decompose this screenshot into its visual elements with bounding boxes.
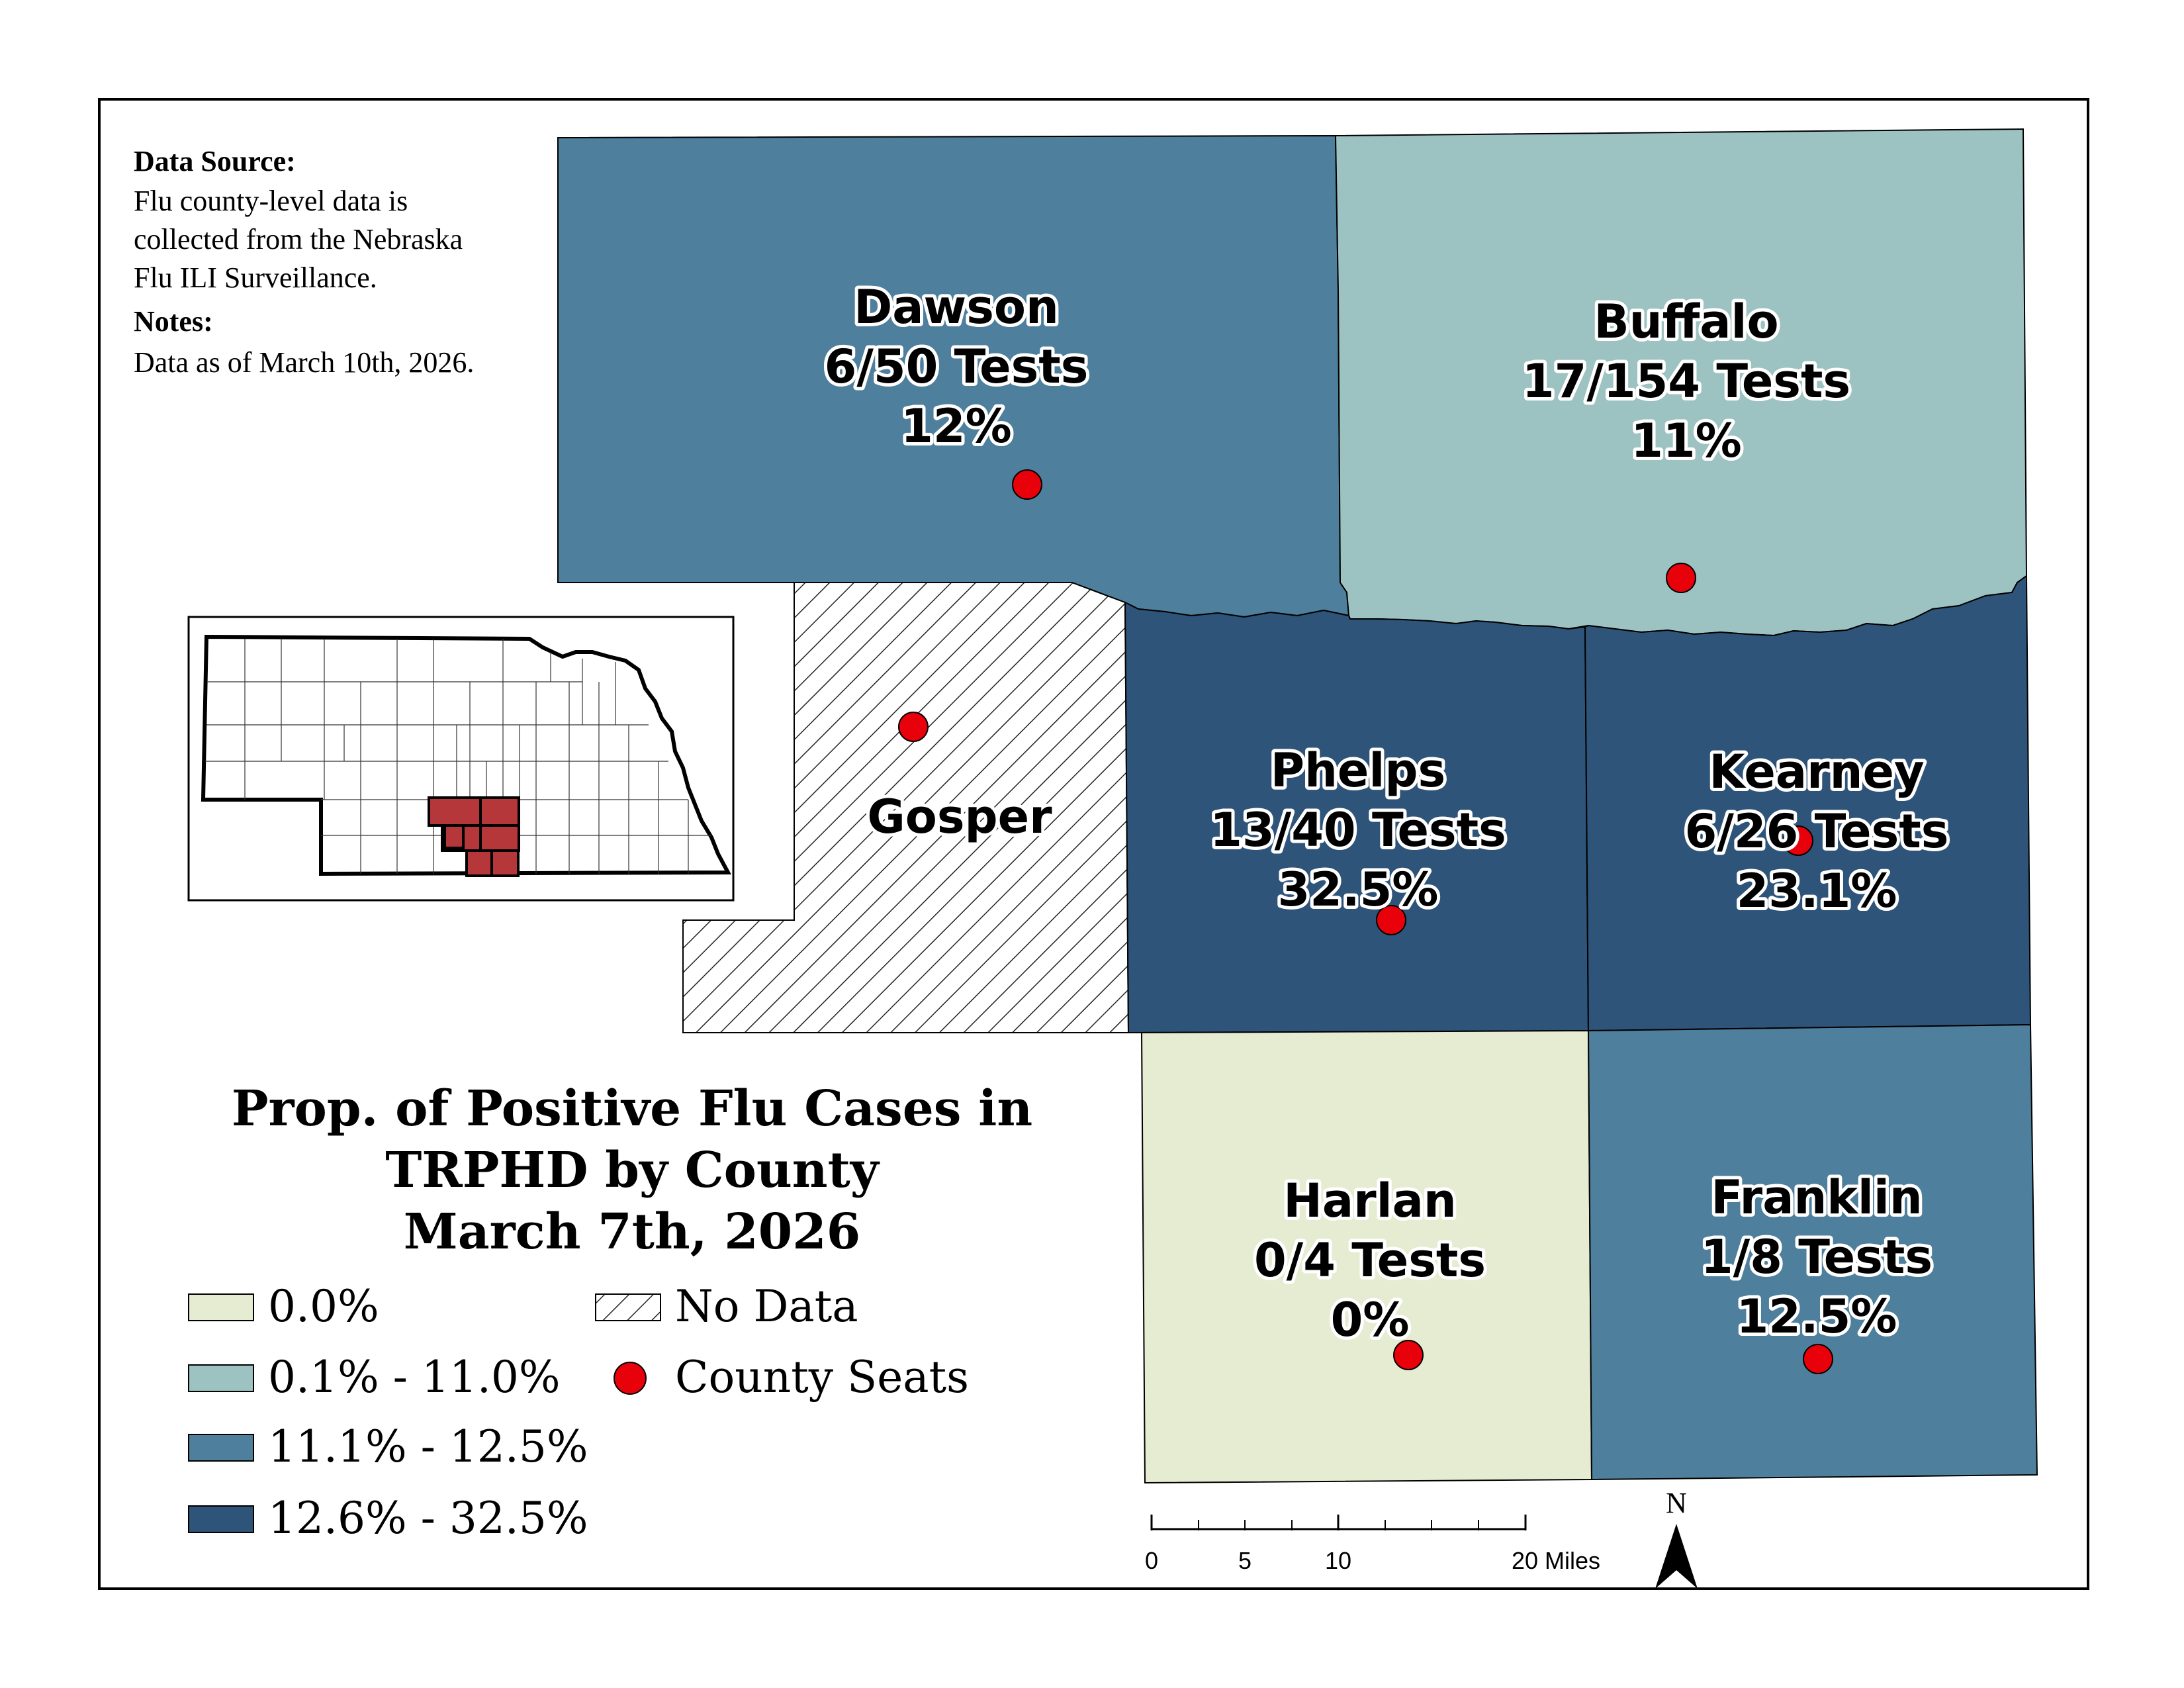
title-line-3: March 7th, 2026 [404,1203,860,1260]
legend-swatch-2 [188,1434,254,1462]
nebraska-outline [201,634,732,876]
map-title: Prop. of Positive Flu Cases in TRPHD by … [232,1080,1032,1260]
data-source-box: Data Source: Flu county-level data is co… [134,145,474,379]
data-source-line-3: Flu ILI Surveillance. [134,261,377,294]
legend-no-data-swatch [595,1293,661,1321]
map-frame [98,98,2089,1590]
county-seat-kearney[interactable] [1783,825,1813,856]
inset-county-lines [205,639,711,874]
legend-county-seats-label: County Seats [675,1352,969,1403]
county-franklin[interactable] [1587,1023,2038,1481]
county-seat-phelps[interactable] [1376,905,1406,935]
label-phelps-name: Phelps [1271,743,1445,798]
counties-layer [557,128,2038,1484]
title-line-1: Prop. of Positive Flu Cases in [232,1080,1032,1137]
notes-heading: Notes: [134,305,213,338]
label-franklin-percent: 12.5% [1737,1289,1897,1344]
county-phelps[interactable] [1124,601,1590,1034]
label-harlan-percent: 0% [1331,1293,1410,1347]
label-dawson-percent: 12% [901,399,1012,453]
county-labels: Dawson 6/50 Tests 12% Buffalo 17/154 Tes… [821,277,1952,1350]
legend-swatch-3 [188,1505,254,1533]
label-dawson-tests: 6/50 Tests [825,340,1089,394]
label-franklin-tests: 1/8 Tests [1701,1230,1933,1284]
county-kearney[interactable] [1584,575,2032,1032]
label-buffalo-name: Buffalo [1594,295,1778,349]
label-buffalo-tests: 17/154 Tests [1522,354,1850,408]
label-kearney-name: Kearney [1709,745,1924,799]
data-source-line-2: collected from the Nebraska [134,223,463,256]
scale-end-label: 20 Miles [1512,1547,1600,1574]
legend-swatch-0 [188,1293,254,1321]
legend-label-1: 0.1% - 11.0% [268,1352,561,1403]
label-phelps-tests: 13/40 Tests [1210,803,1506,857]
scale-tick-10: 10 [1325,1547,1351,1574]
label-phelps-percent: 32.5% [1278,863,1439,917]
legend-county-seat-icon [614,1362,647,1395]
legend-swatch-1 [188,1364,254,1392]
scale-tick-0: 0 [1145,1547,1158,1574]
title-line-2: TRPHD by County [385,1142,880,1199]
label-gosper-name: Gosper [867,790,1052,844]
notes-text: Data as of March 10th, 2026. [134,346,474,379]
legend-label-2: 11.1% - 12.5% [268,1421,588,1472]
county-seat-dawson[interactable] [1012,469,1042,500]
label-harlan-tests: 0/4 Tests [1254,1233,1486,1288]
scale-tick-5: 5 [1238,1547,1251,1574]
legend-no-data-label: No Data [675,1281,858,1332]
label-harlan-name: Harlan [1283,1174,1456,1228]
county-seat-gosper[interactable] [898,712,929,742]
inset-trphd-highlight [428,796,520,877]
legend-label-3: 12.6% - 32.5% [268,1493,588,1544]
label-kearney-percent: 23.1% [1737,864,1897,918]
data-source-line-1: Flu county-level data is [134,185,408,217]
scale-bar: 0 5 10 20 Miles [1145,1515,1600,1574]
nebraska-inset [187,616,735,902]
north-arrow-icon: N [1655,1487,1698,1589]
county-seat-buffalo[interactable] [1666,563,1696,593]
county-seat-franklin[interactable] [1803,1344,1833,1374]
legend: 0.0% 0.1% - 11.0% 11.1% - 12.5% 12.6% - … [188,1281,969,1544]
county-seat-harlan[interactable] [1393,1340,1424,1370]
label-franklin-name: Franklin [1711,1170,1922,1225]
county-seats-layer [898,469,1833,1374]
north-arrow-label: N [1666,1487,1687,1519]
data-source-heading: Data Source: [134,145,296,177]
label-kearney-tests: 6/26 Tests [1685,804,1949,859]
label-dawson-name: Dawson [854,280,1059,334]
legend-label-0: 0.0% [268,1281,379,1332]
label-buffalo-percent: 11% [1631,414,1742,468]
